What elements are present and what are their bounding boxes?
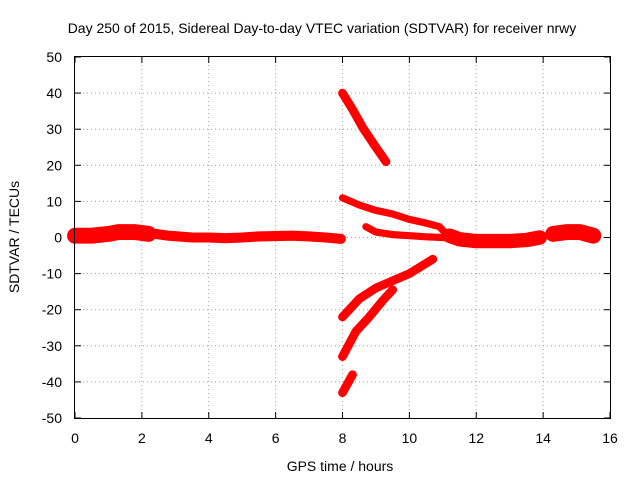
x-tick-label: 12 [468,430,484,446]
plot-frame [74,56,611,419]
x-tick-label: 8 [339,430,347,446]
y-tick-label: 30 [46,121,62,137]
series-trace-6 [442,228,547,249]
y-tick-label: 10 [46,193,62,209]
y-tick-label: 40 [46,85,62,101]
y-tick-label: -50 [42,410,62,426]
x-tick-label: 16 [602,430,618,446]
y-tick-label: -30 [42,338,62,354]
x-tick-label: 0 [71,430,79,446]
y-tick-label: -10 [42,266,62,282]
y-tick-label: 20 [46,157,62,173]
y-axis-label: SDTVAR / TECUs [6,181,22,293]
chart-title: Day 250 of 2015, Sidereal Day-to-day VTE… [68,20,577,36]
x-tick-label: 2 [138,430,146,446]
y-tick-labels: -50 -40 -30 -20 -10 0 10 20 30 40 50 [42,49,62,426]
y-tick-label: 0 [54,230,62,246]
y-tick-label: -20 [42,302,62,318]
x-tick-label: 10 [402,430,418,446]
series-trace-4 [338,194,450,238]
series-trace-1 [67,224,157,244]
series-trace-10 [338,370,357,398]
y-tick-label: -40 [42,374,62,390]
series-trace-9 [338,285,398,361]
y-tick-label: 50 [46,49,62,65]
series-trace-3 [338,88,391,167]
data-series [67,88,602,398]
series-trace-7 [545,224,602,244]
series-trace-8 [338,254,438,322]
x-tick-label: 4 [205,430,213,446]
x-tick-label: 6 [272,430,280,446]
x-axis-label: GPS time / hours [287,458,394,474]
x-tick-labels: 0 2 4 6 8 10 12 14 16 [71,430,618,446]
series-trace-2 [150,228,346,244]
x-tick-label: 14 [535,430,551,446]
